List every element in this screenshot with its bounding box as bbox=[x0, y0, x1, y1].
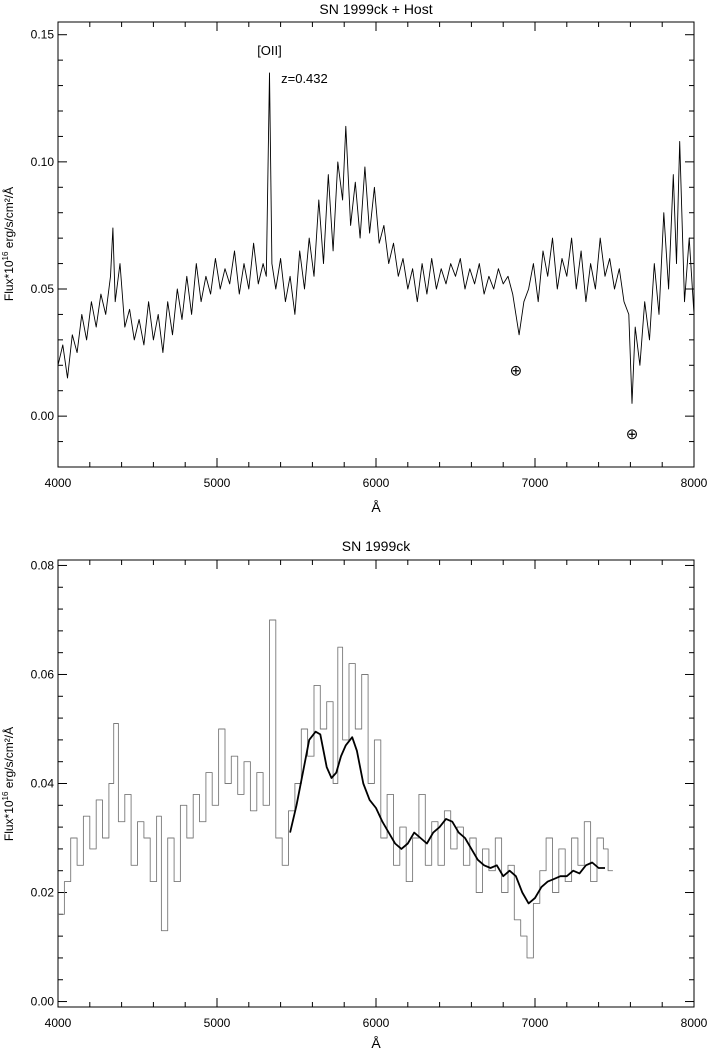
x-tick-label: 7000 bbox=[522, 1016, 549, 1030]
y-tick-label: 0.08 bbox=[31, 558, 55, 572]
y-tick-label: 0.00 bbox=[31, 409, 55, 423]
telluric-symbol: ⊕ bbox=[510, 362, 523, 379]
y-tick-label: 0.00 bbox=[31, 995, 55, 1009]
y-tick-label: 0.10 bbox=[31, 155, 55, 169]
x-tick-label: 6000 bbox=[363, 476, 390, 490]
panel-sn-frame bbox=[57, 559, 695, 1008]
panel-sn-y-axis-label-main: Flux*10 bbox=[2, 800, 16, 841]
y-tick-label: 0.04 bbox=[31, 777, 55, 791]
annotation-label: z=0.432 bbox=[281, 71, 328, 86]
y-tick-label: 0.02 bbox=[31, 886, 55, 900]
x-tick-label: 8000 bbox=[681, 476, 708, 490]
x-tick-label: 4000 bbox=[45, 1016, 72, 1030]
spectrum-series-step-0 bbox=[58, 619, 613, 959]
x-tick-label: 5000 bbox=[204, 476, 231, 490]
panel-host-spectrum bbox=[57, 72, 695, 404]
annotation-label: [OII] bbox=[257, 43, 282, 58]
panel-host-tick-labels: 4000 5000 6000 7000 8000 0.00 0.05 0.10 0.15 bbox=[31, 28, 708, 490]
panel-host-title: SN 1999ck + Host bbox=[319, 1, 432, 17]
panel-sn-y-axis-label-unit: erg/s/cm²/Å bbox=[1, 727, 16, 792]
panel-sn-y-axis-label: Flux*1016 erg/s/cm²/Å bbox=[1, 727, 16, 841]
panel-sn-ticks bbox=[57, 560, 695, 1007]
panel-host-y-axis-label-exp: 16 bbox=[1, 251, 10, 260]
x-tick-label: 5000 bbox=[204, 1016, 231, 1030]
panel-sn-title: SN 1999ck bbox=[342, 538, 411, 554]
x-tick-label: 4000 bbox=[45, 476, 72, 490]
panel-sn-x-axis-label: Å bbox=[371, 1035, 381, 1051]
panel-host-y-axis-label-main: Flux*10 bbox=[2, 260, 16, 301]
panel-host-frame bbox=[57, 21, 695, 468]
panel-sn-y-axis-label-exp: 16 bbox=[1, 791, 10, 800]
panel-host-y-axis-label-unit: erg/s/cm²/Å bbox=[1, 187, 16, 252]
panel-host: SN 1999ck + Host 4000 5000 6000 7000 8000 0.0… bbox=[1, 1, 708, 515]
y-tick-label: 0.15 bbox=[31, 28, 55, 42]
x-tick-label: 6000 bbox=[363, 1016, 390, 1030]
panel-sn: SN 1999ck 4000 5000 6000 7000 8000 0.00 0.02 0.… bbox=[1, 538, 708, 1051]
spectrum-series-solid-0 bbox=[57, 72, 695, 404]
y-tick-label: 0.05 bbox=[31, 282, 55, 296]
panel-sn-spectrum bbox=[58, 619, 613, 959]
panel-host-y-axis-label: Flux*1016 erg/s/cm²/Å bbox=[1, 187, 16, 301]
panel-host-x-axis-label: Å bbox=[371, 499, 381, 515]
panel-host-annotations: [OII] z=0.432 ⊕ ⊕ bbox=[257, 43, 638, 443]
x-tick-label: 8000 bbox=[681, 1016, 708, 1030]
x-tick-label: 7000 bbox=[522, 476, 549, 490]
spectrum-series-smooth-1 bbox=[289, 730, 605, 905]
y-tick-label: 0.06 bbox=[31, 667, 55, 681]
panel-sn-tick-labels: 4000 5000 6000 7000 8000 0.00 0.02 0.04 0.06 0.08 bbox=[31, 558, 708, 1030]
telluric-symbol: ⊕ bbox=[626, 426, 639, 443]
panel-host-ticks bbox=[57, 22, 695, 468]
